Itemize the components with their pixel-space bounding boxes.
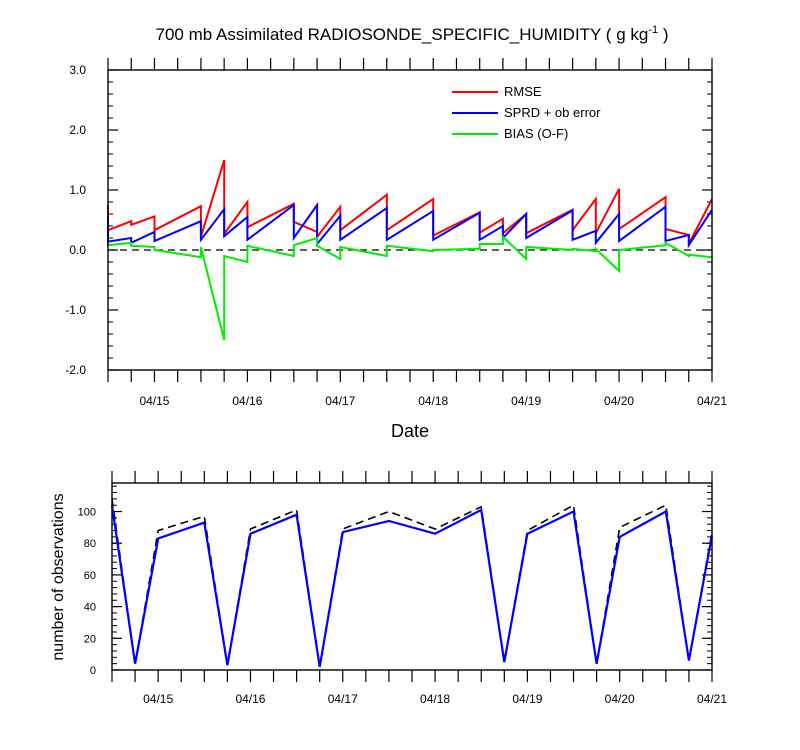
y-tick-label: 60	[84, 570, 96, 582]
bottom-series-group	[110, 498, 714, 667]
series-line-sprd-ob-error	[107, 201, 713, 249]
y-tick-label: 20	[84, 633, 96, 645]
top-series-group	[107, 159, 713, 341]
y-tick-label: 100	[78, 507, 96, 519]
y-tick-label: 1.0	[69, 183, 86, 197]
x-tick-label: 04/19	[512, 692, 542, 706]
bottom-plot-frame	[111, 482, 713, 671]
top-plot: -2.0-1.00.01.02.03.0 04/15 04/16 04/17 04/1…	[65, 58, 727, 408]
x-tick-label: 04/21	[697, 692, 727, 706]
legend-label: RMSE	[504, 84, 542, 99]
x-tick-label: 04/15	[143, 692, 173, 706]
series-line-rmse	[107, 159, 713, 245]
legend: RMSE SPRD + ob error BIAS (O-F)	[452, 84, 601, 141]
series-line-bias-o-f-	[107, 234, 713, 341]
y-tick-label: -1.0	[65, 303, 86, 317]
chart-title-main: 700 mb Assimilated RADIOSONDE_SPECIFIC_H…	[156, 25, 649, 44]
x-tick-label: 04/18	[420, 692, 450, 706]
x-tick-label: 04/17	[325, 394, 355, 408]
bottom-y-axis: 0 20 40 60 80 100	[78, 485, 712, 677]
x-tick-label: 04/15	[139, 394, 169, 408]
x-tick-label: 04/17	[328, 692, 358, 706]
bottom-x-axis: 04/15 04/16 04/17 04/18 04/19 04/20 04/21	[111, 471, 727, 706]
top-plot-frame	[107, 69, 713, 371]
chart-title: 700 mb Assimilated RADIOSONDE_SPECIFIC_H…	[156, 24, 669, 44]
y-tick-label: 3.0	[69, 63, 86, 77]
chart-title-tail: )	[658, 25, 668, 44]
series-line-assimilated-observations	[110, 505, 714, 667]
chart-title-superscript: -1	[648, 24, 658, 36]
x-tick-label: 04/20	[604, 394, 634, 408]
x-tick-label: 04/19	[511, 394, 541, 408]
x-axis-label: Date	[391, 421, 429, 441]
bottom-y-axis-label: number of observations	[50, 493, 67, 660]
legend-label: SPRD + ob error	[504, 105, 601, 120]
x-tick-label: 04/21	[697, 394, 727, 408]
y-tick-label: 40	[84, 602, 96, 614]
x-tick-label: 04/18	[418, 394, 448, 408]
y-tick-label: 80	[84, 538, 96, 550]
legend-label: BIAS (O-F)	[504, 126, 568, 141]
y-tick-label: 0.0	[69, 243, 86, 257]
x-tick-label: 04/16	[232, 394, 262, 408]
x-tick-label: 04/16	[235, 692, 265, 706]
y-tick-label: 0	[90, 665, 96, 677]
top-x-axis: 04/15 04/16 04/17 04/18 04/19 04/20 04/21	[107, 58, 727, 408]
y-tick-label: 2.0	[69, 123, 86, 137]
y-tick-label: -2.0	[65, 363, 86, 377]
series-line-total-observations	[111, 498, 713, 667]
x-tick-label: 04/20	[605, 692, 635, 706]
